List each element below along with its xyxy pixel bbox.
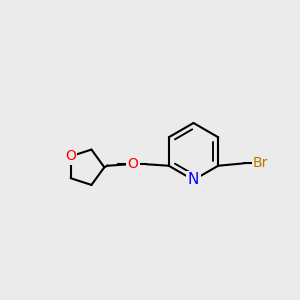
Text: O: O bbox=[65, 149, 76, 163]
Text: Br: Br bbox=[253, 156, 268, 170]
Text: O: O bbox=[128, 157, 138, 171]
Text: N: N bbox=[188, 172, 199, 188]
